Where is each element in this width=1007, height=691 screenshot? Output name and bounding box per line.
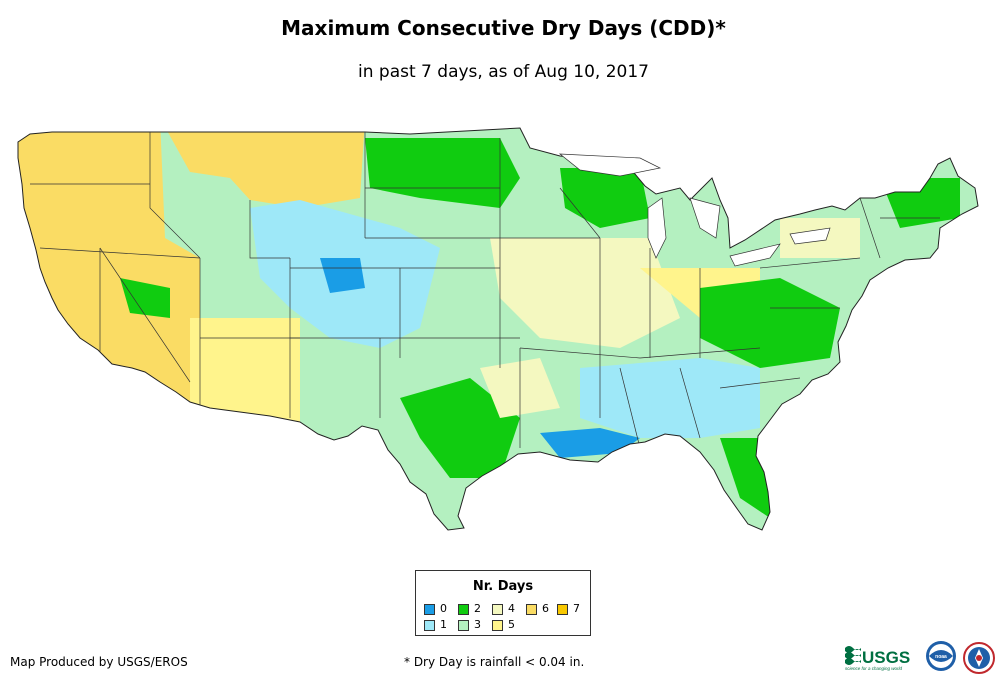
dry-day-footnote: * Dry Day is rainfall < 0.04 in.: [404, 655, 585, 669]
legend-swatch-3: [458, 619, 469, 631]
map-title: Maximum Consecutive Dry Days (CDD)*: [281, 16, 726, 40]
legend-swatch-5: [492, 619, 503, 631]
legend-swatch-1: [424, 619, 435, 631]
legend-label-0: 0: [440, 602, 447, 615]
legend-swatch-2: [458, 603, 469, 615]
usgs-logo: USGS science for a changing world: [845, 646, 910, 671]
legend-swatch-6: [526, 603, 537, 615]
map-credit: Map Produced by USGS/EROS: [10, 655, 188, 669]
nws-logo: [963, 642, 995, 674]
zone-2-nevada: [120, 278, 170, 318]
usgs-tagline: science for a changing world: [845, 666, 903, 671]
legend-swatch-7: [557, 603, 568, 615]
noaa-wordmark: noaa: [935, 654, 947, 660]
legend-label-4: 4: [508, 602, 515, 615]
zone-0-colorado: [320, 258, 365, 293]
legend-item-0: 0: [424, 603, 447, 615]
legend-item-7: 7: [557, 603, 580, 615]
legend-title: Nr. Days: [472, 579, 534, 594]
legend-swatch-0: [424, 603, 435, 615]
zone-2-wisconsin: [560, 168, 650, 228]
zone-2-appalachia: [700, 278, 840, 368]
legend-label-3: 3: [474, 618, 481, 631]
cdd-map: [17, 127, 979, 531]
zone-1-southeast: [580, 358, 760, 438]
legend-label-6: 6: [542, 602, 549, 615]
legend-item-4: 4: [492, 603, 515, 615]
map-subtitle: in past 7 days, as of Aug 10, 2017: [358, 62, 649, 82]
usgs-wordmark: USGS: [862, 648, 910, 667]
legend-label-2: 2: [474, 602, 481, 615]
legend-label-7: 7: [573, 602, 580, 615]
great-lakes: [558, 153, 831, 267]
zone-6-montana: [160, 128, 365, 208]
legend-item-5: 5: [492, 619, 515, 631]
state-boundaries: [30, 132, 940, 449]
noaa-logo: noaa: [926, 641, 956, 671]
zone-2-dakotas: [365, 138, 520, 208]
legend-item-3: 3: [458, 619, 481, 631]
legend-swatch-4: [492, 603, 503, 615]
zone-4-midwest: [490, 238, 680, 348]
agency-logos: USGS science for a changing world noaa: [845, 641, 995, 674]
legend-label-5: 5: [508, 618, 515, 631]
legend: Nr. Days 0 1 2 3 4 5 6 7: [415, 570, 591, 636]
zone-2-texas: [400, 378, 520, 478]
zone-5-southwest: [190, 318, 300, 438]
legend-label-1: 1: [440, 618, 447, 631]
legend-item-2: 2: [458, 603, 481, 615]
legend-item-6: 6: [526, 603, 549, 615]
legend-item-1: 1: [424, 619, 447, 631]
